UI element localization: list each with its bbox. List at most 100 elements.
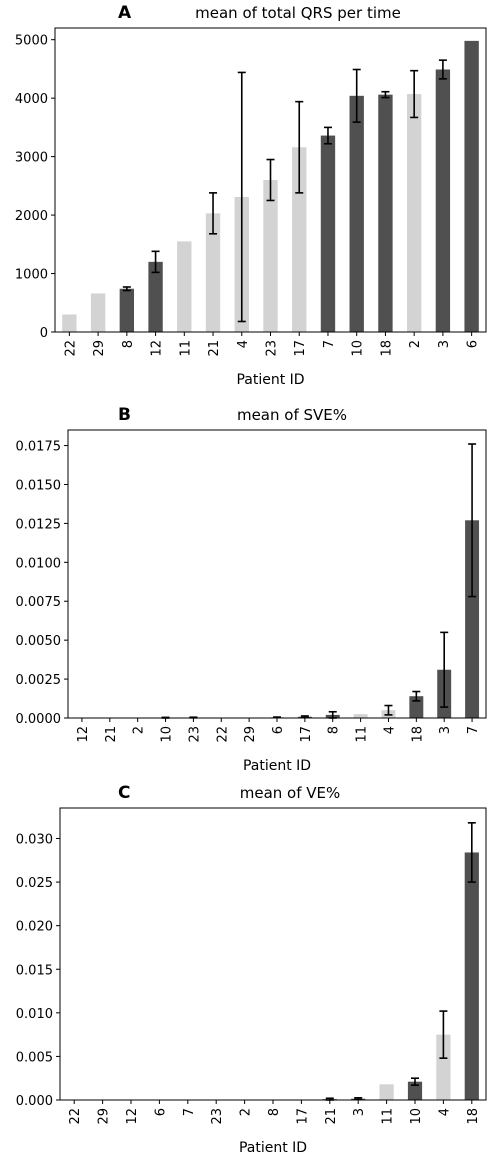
bar-18: [378, 94, 393, 333]
x-tick-label: 2: [408, 340, 423, 348]
y-tick-label: 0.0150: [16, 478, 62, 493]
x-tick-label: 17: [293, 340, 308, 357]
error-bar-10: [411, 1077, 419, 1086]
x-tick-label: 6: [271, 726, 286, 734]
y-tick-label: 4000: [15, 92, 48, 107]
x-tick-label: 29: [97, 1108, 112, 1125]
plot-frame: [59, 807, 487, 1101]
x-tick-label: 8: [267, 1108, 282, 1116]
x-tick-label: 3: [352, 1108, 367, 1116]
x-tick-label: 23: [265, 340, 280, 357]
error-bar-2: [410, 69, 419, 119]
x-tick-label: 6: [466, 340, 481, 348]
error-bar-4: [237, 71, 246, 323]
bar-2: [406, 94, 422, 332]
x-axis-label: Patient ID: [239, 1140, 307, 1156]
y-tick-label: 0.010: [16, 1007, 53, 1022]
error-bar-17: [300, 715, 309, 719]
x-tick-label: 22: [68, 1108, 83, 1125]
bar-10: [349, 95, 364, 332]
x-tick-label: 6: [153, 1108, 168, 1116]
bar-7: [465, 520, 480, 718]
x-tick-label: 21: [207, 340, 222, 357]
bar-6: [464, 40, 479, 332]
y-tick-label: 0.0075: [16, 595, 62, 610]
x-tick-label: 22: [215, 726, 230, 743]
x-tick-label: 10: [409, 1108, 424, 1125]
y-tick-label: 0.0100: [16, 556, 62, 571]
bar-29: [90, 293, 106, 332]
chart-title: mean of total QRS per time: [195, 4, 401, 22]
x-tick-label: 8: [327, 726, 342, 734]
x-tick-label: 18: [410, 726, 425, 743]
error-bar-18: [467, 822, 476, 883]
x-tick-label: 4: [382, 726, 397, 734]
x-tick-label: 2: [132, 726, 147, 734]
panel-letter: A: [118, 3, 132, 23]
bar-10: [407, 1081, 423, 1100]
x-tick-label: 10: [160, 726, 175, 743]
y-tick-label: 0.020: [16, 920, 53, 935]
error-bar-12: [151, 250, 160, 274]
x-tick-label: 17: [299, 726, 314, 743]
bar-3: [435, 69, 451, 332]
y-tick-label: 0.030: [16, 833, 53, 848]
error-bar-7: [323, 126, 332, 145]
bar-12: [148, 261, 163, 332]
x-tick-label: 8: [121, 340, 136, 348]
bar-22: [62, 314, 77, 332]
bar-11: [379, 1084, 394, 1100]
bar-4: [436, 1034, 451, 1100]
error-bar-23: [266, 158, 275, 202]
x-tick-label: 4: [437, 1108, 452, 1116]
y-tick-label: 0: [40, 326, 48, 341]
bar-7: [320, 135, 336, 332]
y-tick-label: 0.000: [16, 1094, 53, 1109]
panel-letter: C: [118, 783, 130, 803]
error-bar-10: [352, 68, 361, 123]
y-tick-label: 1000: [15, 268, 48, 283]
x-tick-label: 11: [178, 340, 193, 357]
y-tick-label: 0.0025: [16, 673, 62, 688]
bar-8: [119, 288, 135, 332]
x-axis-label: Patient ID: [236, 372, 304, 388]
panel-letter: B: [118, 405, 131, 425]
x-tick-label: 2: [239, 1108, 254, 1116]
y-tick-label: 0.0000: [16, 712, 62, 727]
y-tick-label: 0.015: [16, 963, 53, 978]
y-tick-label: 0.025: [16, 876, 53, 891]
x-tick-label: 23: [187, 726, 202, 743]
chart-title: mean of VE%: [240, 784, 341, 802]
bar-18: [464, 852, 479, 1100]
x-tick-label: 22: [63, 340, 78, 357]
error-bar-21: [209, 192, 218, 235]
error-bar-3: [438, 59, 447, 80]
y-tick-label: 0.0125: [16, 517, 62, 532]
y-tick-label: 2000: [15, 209, 48, 224]
x-tick-label: 11: [355, 726, 370, 743]
x-tick-label: 18: [466, 1108, 481, 1125]
x-tick-label: 10: [351, 340, 366, 357]
y-tick-label: 0.005: [16, 1050, 53, 1065]
x-tick-label: 11: [381, 1108, 396, 1125]
y-tick-label: 0.0175: [16, 440, 62, 455]
error-bar-3: [440, 631, 449, 708]
x-tick-label: 29: [92, 340, 107, 357]
x-tick-label: 21: [324, 1108, 339, 1125]
error-bar-8: [122, 286, 131, 292]
x-tick-label: 17: [295, 1108, 310, 1125]
x-tick-label: 7: [322, 340, 337, 348]
y-tick-label: 3000: [15, 151, 48, 166]
chart-title: mean of SVE%: [237, 406, 347, 424]
x-tick-label: 12: [150, 340, 165, 357]
x-tick-label: 12: [125, 1108, 140, 1125]
error-bar-17: [295, 100, 304, 194]
bar-11: [353, 714, 368, 718]
error-bar-4: [439, 1010, 448, 1059]
x-tick-label: 3: [437, 340, 452, 348]
bar-21: [205, 213, 221, 332]
